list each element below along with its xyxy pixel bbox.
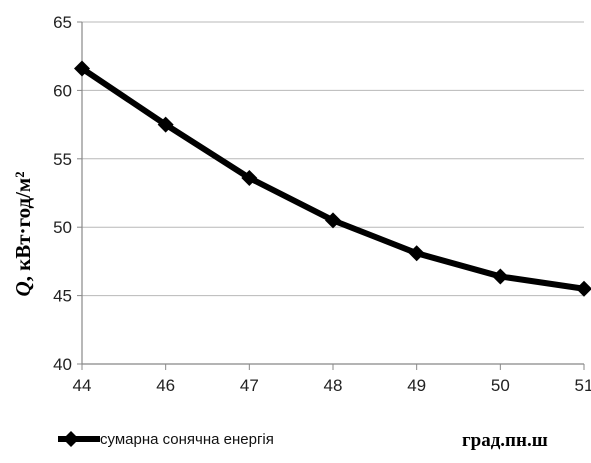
y-tick-label: 50: [53, 218, 72, 237]
x-tick-label: 48: [324, 376, 343, 395]
y-tick-labels: 40 45 50 55 60 65: [53, 13, 72, 374]
series-layer: [74, 60, 591, 297]
y-tick-label: 60: [53, 81, 72, 100]
legend-label: сумарна сонячна енергія: [100, 431, 274, 448]
series-line: [79, 65, 587, 292]
y-tick-label: 40: [53, 355, 72, 374]
x-axis-label: град.пн.ш: [462, 430, 548, 451]
data-point-marker: [576, 280, 591, 297]
data-point-marker: [492, 268, 509, 285]
y-tick-label: 65: [53, 13, 72, 32]
x-tick-label: 50: [491, 376, 510, 395]
x-tick-label: 46: [156, 376, 175, 395]
data-point-marker: [241, 169, 258, 186]
data-point-marker: [157, 116, 174, 133]
legend: сумарна сонячна енергія: [58, 431, 274, 448]
data-point-marker: [408, 245, 425, 262]
x-tick-label: 47: [240, 376, 259, 395]
y-tick-label: 45: [53, 287, 72, 306]
data-point-marker: [325, 212, 341, 229]
legend-marker: [63, 431, 79, 447]
x-tick-label: 44: [73, 376, 92, 395]
axes: [77, 21, 585, 370]
x-tick-label: 51: [575, 376, 591, 395]
y-axis-units: , кВт·год/м²: [11, 171, 35, 281]
x-tick-label: 49: [407, 376, 426, 395]
gridlines: [82, 21, 584, 297]
x-tick-labels: 44 46 47 48 49 50 51: [73, 376, 591, 395]
y-tick-label: 55: [53, 150, 72, 169]
y-axis-label: Q, кВт·год/м²: [11, 171, 35, 296]
y-axis-symbol: Q: [11, 281, 35, 296]
data-point-marker: [74, 60, 90, 77]
